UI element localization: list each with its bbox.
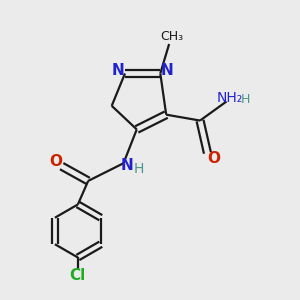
Text: N: N <box>112 63 125 78</box>
Text: CH₃: CH₃ <box>160 30 184 43</box>
Text: NH₂: NH₂ <box>216 91 243 105</box>
Text: O: O <box>207 151 220 166</box>
Text: N: N <box>160 63 173 78</box>
Text: H: H <box>241 93 250 106</box>
Text: O: O <box>49 154 62 169</box>
Text: H: H <box>134 162 144 176</box>
Text: Cl: Cl <box>70 268 86 283</box>
Text: N: N <box>121 158 134 173</box>
